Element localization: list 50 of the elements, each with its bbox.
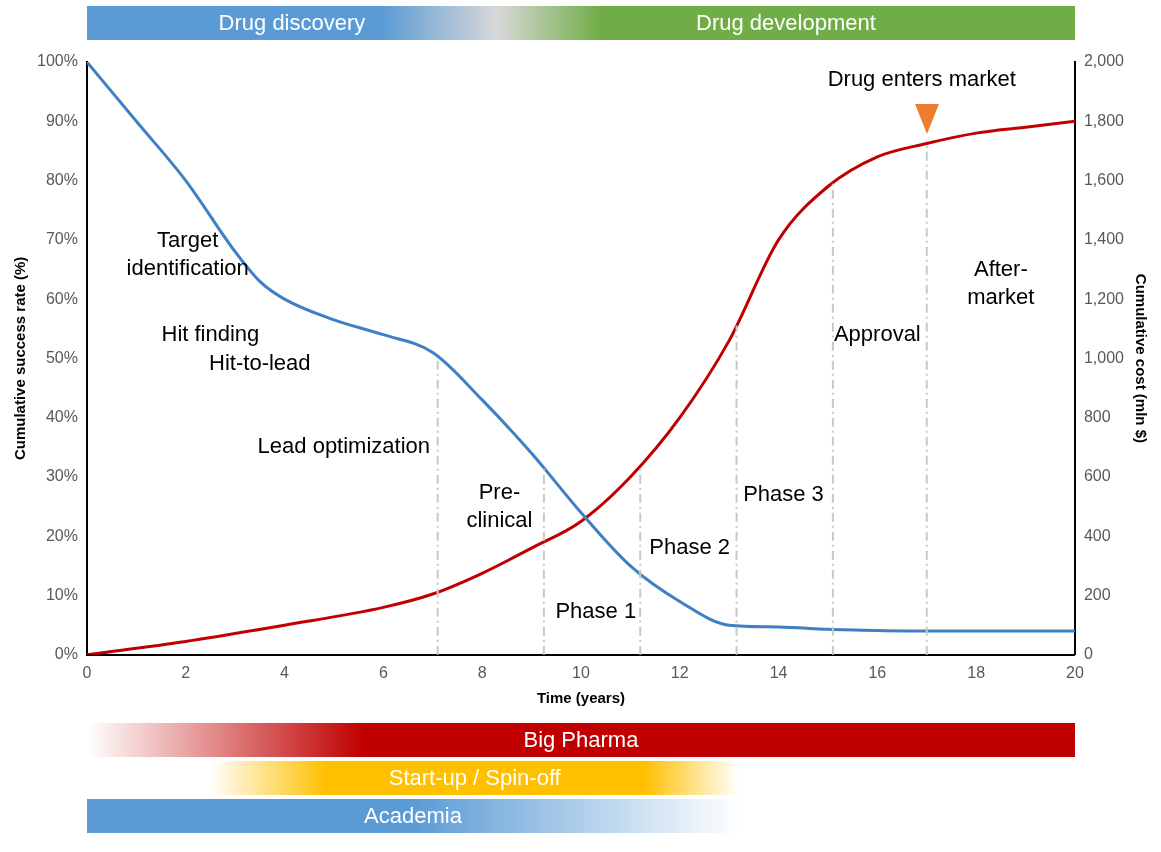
annotation: Drug enters market	[827, 65, 1016, 91]
y-tick-label: 70%	[45, 230, 78, 248]
banner: Start-up / Spin-off	[210, 760, 739, 795]
y-axis-title: Cumulative success rate (%)	[11, 256, 29, 461]
x-tick-label: 2	[181, 663, 191, 681]
y-tick-label: 90%	[45, 111, 78, 129]
annotation: Hit finding	[161, 320, 260, 346]
annotation: Phase 2	[649, 534, 730, 560]
annotation: Target identification	[126, 226, 249, 280]
x-tick-label: 4	[280, 663, 290, 681]
banner: Drug discovery	[86, 6, 497, 40]
annotation: Phase 3	[743, 480, 824, 506]
x-tick-label: 8	[477, 663, 487, 681]
y2-axis-title: Cumulative cost (mln $)	[1132, 273, 1150, 443]
annotation: After- market	[967, 256, 1035, 310]
annotation: Approval	[833, 320, 921, 346]
y-tick-label: 60%	[45, 289, 78, 307]
x-tick-label: 6	[378, 663, 388, 681]
y-tick-label: 100%	[37, 52, 78, 70]
x-tick-label: 18	[967, 663, 986, 681]
annotation: Phase 1	[555, 597, 637, 623]
annotation: Pre- clinical	[466, 478, 533, 532]
annotation: Hit-to-lead	[209, 350, 311, 376]
y2-tick-label: 1,000	[1083, 348, 1125, 366]
y2-tick-label: 400	[1083, 526, 1111, 544]
banner: Drug development	[496, 6, 1075, 40]
y2-tick-label: 0	[1083, 645, 1093, 663]
y2-tick-label: 200	[1083, 585, 1111, 603]
x-tick-label: 14	[769, 663, 788, 681]
x-tick-label: 20	[1066, 663, 1084, 681]
y2-tick-label: 1,200	[1083, 289, 1125, 307]
y2-tick-label: 800	[1083, 408, 1111, 426]
y-tick-label: 10%	[45, 585, 78, 603]
y2-tick-label: 1,400	[1083, 230, 1125, 248]
y2-tick-label: 2,000	[1083, 52, 1125, 70]
y-tick-label: 40%	[45, 408, 78, 426]
y-tick-label: 20%	[45, 526, 78, 544]
x-tick-label: 10	[572, 663, 590, 681]
y2-tick-label: 1,600	[1083, 170, 1125, 188]
y-tick-label: 0%	[54, 645, 78, 663]
y-tick-label: 80%	[45, 170, 78, 188]
y-tick-label: 30%	[45, 467, 78, 485]
y2-tick-label: 600	[1083, 467, 1111, 485]
x-tick-label: 0	[82, 663, 92, 681]
x-axis-title: Time (years)	[536, 689, 625, 707]
y2-tick-label: 1,800	[1083, 111, 1125, 129]
x-tick-label: 16	[868, 663, 887, 681]
x-tick-label: 12	[670, 663, 689, 681]
annotation: Lead optimization	[257, 433, 431, 459]
y-tick-label: 50%	[45, 348, 78, 366]
